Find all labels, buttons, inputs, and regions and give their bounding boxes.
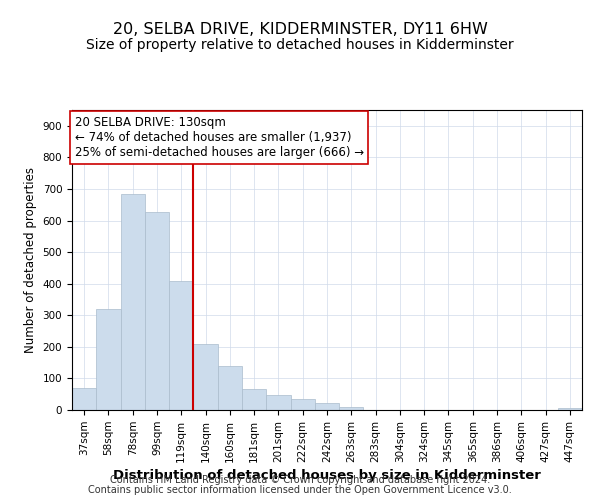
Bar <box>315 403 339 410</box>
Bar <box>193 344 218 410</box>
Bar <box>96 309 121 410</box>
Bar <box>266 395 290 410</box>
X-axis label: Distribution of detached houses by size in Kidderminster: Distribution of detached houses by size … <box>113 469 541 482</box>
Bar <box>145 212 169 410</box>
Bar <box>121 194 145 410</box>
Text: 20, SELBA DRIVE, KIDDERMINSTER, DY11 6HW: 20, SELBA DRIVE, KIDDERMINSTER, DY11 6HW <box>113 22 487 38</box>
Bar <box>290 399 315 410</box>
Text: Contains public sector information licensed under the Open Government Licence v3: Contains public sector information licen… <box>88 485 512 495</box>
Text: Contains HM Land Registry data © Crown copyright and database right 2024.: Contains HM Land Registry data © Crown c… <box>110 475 490 485</box>
Bar <box>169 280 193 410</box>
Bar <box>339 407 364 410</box>
Text: 20 SELBA DRIVE: 130sqm
← 74% of detached houses are smaller (1,937)
25% of semi-: 20 SELBA DRIVE: 130sqm ← 74% of detached… <box>74 116 364 159</box>
Bar <box>218 366 242 410</box>
Bar <box>558 408 582 410</box>
Y-axis label: Number of detached properties: Number of detached properties <box>24 167 37 353</box>
Text: Size of property relative to detached houses in Kidderminster: Size of property relative to detached ho… <box>86 38 514 52</box>
Bar <box>72 388 96 410</box>
Bar <box>242 388 266 410</box>
